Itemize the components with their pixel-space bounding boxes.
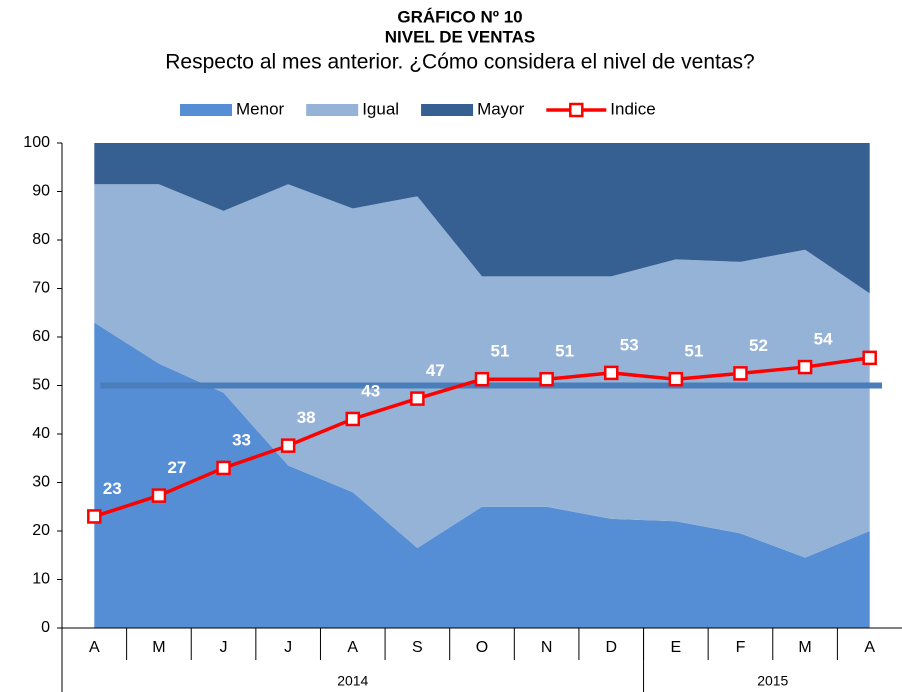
data-label: 23 [103, 479, 122, 498]
line-marker [345, 411, 361, 427]
data-label: 54 [814, 330, 833, 349]
line-marker [410, 391, 425, 406]
x-group-label: 2014 [337, 673, 368, 689]
data-label: 51 [555, 342, 574, 361]
area [94, 322, 870, 628]
legend-label: Mayor [477, 99, 525, 118]
data-label: 51 [684, 342, 703, 361]
y-tick-label: 0 [41, 619, 50, 636]
line-marker [474, 371, 490, 387]
legend-label: Indice [610, 99, 655, 118]
x-tick-label: F [736, 639, 746, 656]
y-tick-label: 70 [32, 280, 50, 297]
line-marker [216, 460, 231, 476]
data-label: 33 [232, 430, 251, 449]
x-tick-label: E [671, 639, 682, 656]
chart-title: GRÁFICO Nº 10 [397, 7, 522, 26]
data-label: 52 [749, 336, 768, 355]
legend-label: Igual [362, 99, 399, 118]
x-tick-label: O [476, 639, 488, 656]
line-marker [668, 371, 684, 387]
legend-swatch [421, 104, 474, 116]
chart-question: Respecto al mes anterior. ¿Cómo consider… [165, 51, 754, 74]
y-tick-label: 90 [32, 183, 50, 200]
data-label: 56 [878, 320, 897, 339]
legend-swatch [306, 104, 359, 116]
x-tick-label: A [864, 639, 875, 656]
line-marker [151, 488, 167, 503]
data-label: 47 [426, 361, 445, 380]
x-tick-label: N [541, 639, 553, 656]
line-marker [733, 366, 748, 381]
x-tick-label: S [412, 639, 423, 656]
line-marker [539, 371, 554, 387]
x-tick-label: J [220, 639, 228, 656]
x-tick-label: D [605, 639, 617, 656]
data-label: 51 [491, 342, 510, 361]
area [94, 143, 870, 294]
y-tick-label: 40 [32, 425, 50, 442]
y-tick-label: 30 [32, 474, 50, 491]
data-label: 53 [620, 335, 639, 354]
x-tick-label: A [89, 639, 100, 656]
line-marker [862, 350, 877, 366]
x-group-label: 2015 [757, 673, 788, 689]
x-tick-label: J [284, 639, 292, 656]
y-tick-label: 100 [23, 134, 50, 151]
data-label: 43 [361, 381, 380, 400]
line-marker [603, 365, 619, 381]
data-label: 27 [167, 458, 186, 477]
line-marker [87, 509, 102, 524]
area [94, 184, 870, 558]
legend-swatch [180, 104, 232, 116]
x-tick-label: M [152, 639, 165, 656]
data-label: 38 [297, 408, 316, 427]
y-tick-label: 50 [32, 377, 50, 394]
y-tick-label: 20 [32, 522, 50, 539]
x-tick-label: A [347, 639, 358, 656]
y-tick-label: 80 [32, 231, 50, 248]
y-tick-label: 60 [32, 328, 50, 345]
y-tick-label: 10 [32, 571, 50, 588]
chart-subtitle: NIVEL DE VENTAS [385, 27, 536, 46]
legend-marker [569, 102, 584, 118]
line-marker [280, 438, 296, 453]
legend-label: Menor [236, 99, 285, 118]
x-tick-label: M [798, 639, 811, 656]
line-marker [797, 359, 813, 375]
